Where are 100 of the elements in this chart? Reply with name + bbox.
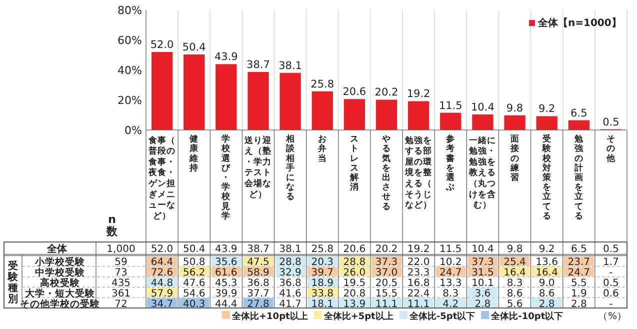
text: 9.2 [538,103,556,116]
x-tick-label: 勉強をする部屋の環境を整える（そうじなど） [404,134,434,211]
data-label: 9.0 [538,278,555,289]
data-label: 13.3 [440,278,462,289]
data-label: 18.9 [311,278,334,289]
text: 全体比-5pt以下 [408,311,476,322]
data-label: 47.5 [247,257,270,268]
data-label: 6.5 [570,244,587,255]
data-label: 36.8 [279,278,302,289]
data-label: 20.6 [343,244,366,255]
data-label: 9.2 [538,244,555,255]
data-label: 5.6 [506,298,523,310]
data-label: 16.8 [407,278,430,289]
bar [536,116,558,130]
text: 9.8 [506,102,524,114]
text: 1,000 [106,244,136,255]
data-label: 40.3 [182,298,206,310]
data-label: 39.7 [311,268,334,279]
data-label: 16.4 [536,268,558,279]
data-label: 28.8 [279,257,302,268]
x-tick-label: その他 [605,134,616,164]
y-tick-label: 0% [124,124,142,137]
text: - [609,298,613,310]
data-label: 11.5 [440,244,462,255]
bar [280,72,301,130]
x-tick-label: 相談相手になる [284,134,296,202]
data-label: 13.6 [536,257,558,268]
y-tick-label: 中学校受験 [35,266,86,279]
x-tick-label: 健康維持 [188,134,200,174]
y2-tick-label: 73 [114,268,128,279]
data-label: 35.6 [215,257,238,268]
data-label: 18.1 [311,298,334,310]
y-tick-label: その他学校の受験 [20,298,101,310]
data-label: 2.8 [538,298,555,310]
data-label: 37.7 [247,288,270,300]
data-label: 72.6 [150,268,174,279]
data-label: 24.7 [440,268,462,279]
text: 52.0 [150,39,174,51]
data-label: 1.7 [603,257,619,268]
data-label: 10.2 [440,257,462,268]
data-label: 13.9 [343,298,366,310]
data-label: 54.6 [182,288,206,300]
data-label: 9.8 [506,244,523,255]
data-label: 34.7 [150,298,174,310]
text: 受験種別 [7,260,19,305]
text: 19.2 [406,88,430,100]
y2-tick-label: 72 [114,298,128,310]
text: 6.5 [570,107,588,120]
data-label: 26.0 [343,268,366,279]
y2-tick-label: 435 [111,278,131,289]
text: 38.7 [246,58,270,71]
data-label: 0.5 [603,244,619,255]
y-tick-label: 大学・短大受験 [24,287,96,300]
text: 20.6 [342,86,366,98]
data-label: 25.8 [311,244,334,255]
bar [440,112,462,130]
text: n数 [106,213,118,238]
category-label: 受験校対策を立てる [542,134,552,222]
text: 全体比+5pt以上 [322,311,394,322]
data-label: 41.7 [279,298,302,310]
data-label: 50.4 [182,244,206,255]
data-label: 44.4 [215,298,238,310]
data-label: 39.9 [215,288,238,300]
data-label: 25.4 [504,257,526,268]
data-label: 1.9 [570,288,587,300]
x-tick-label: 送り迎え（塾・学力テスト会場など） [244,134,272,200]
text: - [609,268,613,279]
data-label: 28.8 [343,257,366,268]
bar [504,115,526,130]
data-label: 38.1 [279,244,302,255]
data-label: 61.6 [215,268,238,279]
text: 全体比+10pt以上 [231,311,308,322]
data-label: 47.6 [182,278,206,289]
data-label: 8.6 [538,288,555,300]
data-label: 36.8 [247,278,270,289]
data-label: 0.6 [603,288,619,300]
bar [344,99,366,130]
x-tick-label: 食事（普段の食事・夜食・ゲン担ぎメニューなど） [148,134,176,222]
data-label: 16.4 [504,268,526,279]
data-label: 27.8 [247,298,270,310]
text: 全体 [46,243,68,255]
data-label: 43.9 [215,244,238,255]
bar [312,91,333,130]
data-label: 57.9 [150,288,174,300]
x-tick-label: ストレス解消 [348,134,359,193]
text: 25.8 [310,78,334,90]
text: （%） [598,311,627,322]
data-label: 52.0 [150,244,174,255]
text: 38.1 [278,60,302,72]
data-label: 37.0 [375,268,398,279]
bar [151,52,173,130]
y-tick-label: 20% [118,94,142,107]
x-tick-label: 参考書を選ぶ [445,134,456,193]
data-label: 10.4 [472,244,494,255]
y-tick-label: 小学校受験 [34,256,86,268]
text: 43.9 [214,51,238,64]
bar [184,54,205,130]
data-label: 22.0 [407,257,430,268]
bar [408,101,430,130]
data-label: 31.5 [472,268,494,279]
